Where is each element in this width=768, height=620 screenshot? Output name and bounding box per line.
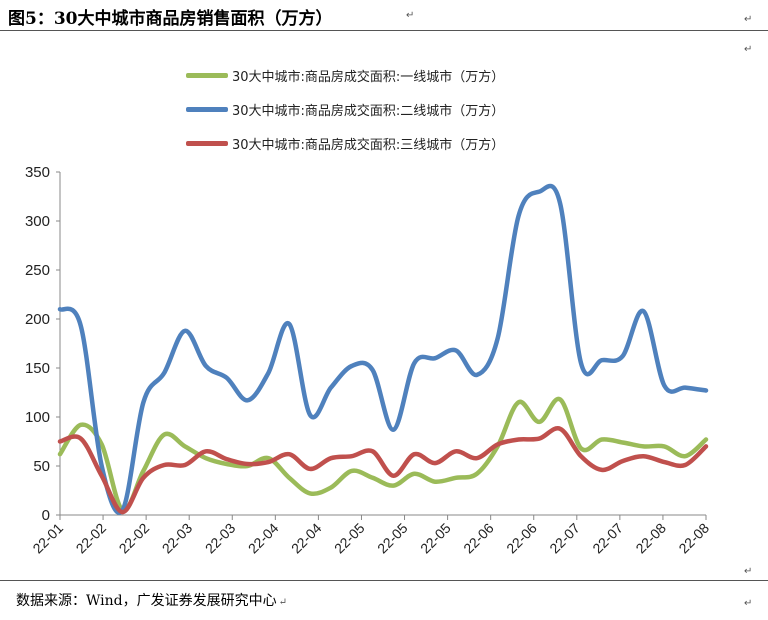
legend-label-tier3: 30大中城市:商品房成交面积:三线城市（万方）	[232, 137, 505, 153]
x-tick-label: 22-05	[417, 520, 454, 557]
x-tick-label: 22-03	[159, 520, 196, 557]
figure-title: 图5：30大中城市商品房销售面积（万方）	[8, 9, 333, 29]
series-line-tier2	[57, 183, 709, 515]
y-tick-label: 300	[25, 213, 50, 230]
y-tick-label: 0	[42, 507, 50, 524]
source-note: 数据来源：Wind，广发证券发展研究中心 ↵	[16, 590, 287, 610]
x-tick-label: 22-02	[116, 520, 153, 557]
source-text: 数据来源：Wind，广发证券发展研究中心	[16, 593, 277, 609]
x-tick-label: 22-07	[589, 520, 626, 557]
legend-label-tier2: 30大中城市:商品房成交面积:二线城市（万方）	[232, 103, 505, 119]
series-line-tier3	[57, 426, 709, 515]
paragraph-mark: ↵	[278, 597, 287, 608]
x-tick-label: 22-05	[331, 520, 368, 557]
y-tick-label: 350	[25, 164, 50, 181]
legend-label-tier1: 30大中城市:商品房成交面积:一线城市（万方）	[232, 69, 505, 85]
x-tick-label: 22-02	[73, 520, 110, 557]
x-tick-label: 22-07	[546, 520, 583, 557]
y-tick-label: 50	[33, 458, 50, 475]
legend-swatch-tier2	[186, 106, 228, 112]
chart-legend: 30大中城市:商品房成交面积:一线城市（万方） 30大中城市:商品房成交面积:二…	[186, 58, 504, 160]
x-tick-label: 22-04	[245, 520, 282, 557]
x-tick-label: 22-05	[374, 520, 411, 557]
legend-swatch-tier3	[186, 140, 228, 146]
source-rule	[0, 580, 768, 581]
x-tick-label: 22-01	[29, 520, 66, 557]
y-tick-label: 150	[25, 360, 50, 377]
x-tick-label: 22-06	[503, 520, 540, 557]
legend-item-tier2: 30大中城市:商品房成交面积:二线城市（万方）	[186, 92, 504, 126]
x-tick-label: 22-06	[460, 520, 497, 557]
paragraph-mark: ↵	[744, 14, 753, 25]
paragraph-mark: ↵	[406, 10, 415, 21]
x-tick-label: 22-03	[202, 520, 239, 557]
paragraph-mark: ↵	[744, 566, 753, 577]
series-line-tier1	[57, 396, 709, 513]
y-tick-label: 100	[25, 409, 50, 426]
paragraph-mark: ↵	[744, 44, 753, 55]
x-tick-label: 22-04	[288, 520, 325, 557]
y-tick-label: 200	[25, 311, 50, 328]
y-tick-label: 250	[25, 262, 50, 279]
paragraph-mark: ↵	[744, 598, 753, 609]
legend-item-tier3: 30大中城市:商品房成交面积:三线城市（万方）	[186, 126, 504, 160]
title-rule	[0, 30, 768, 31]
legend-item-tier1: 30大中城市:商品房成交面积:一线城市（万方）	[186, 58, 504, 92]
x-tick-label: 22-08	[675, 520, 712, 557]
x-tick-label: 22-08	[632, 520, 669, 557]
legend-swatch-tier1	[186, 72, 228, 78]
